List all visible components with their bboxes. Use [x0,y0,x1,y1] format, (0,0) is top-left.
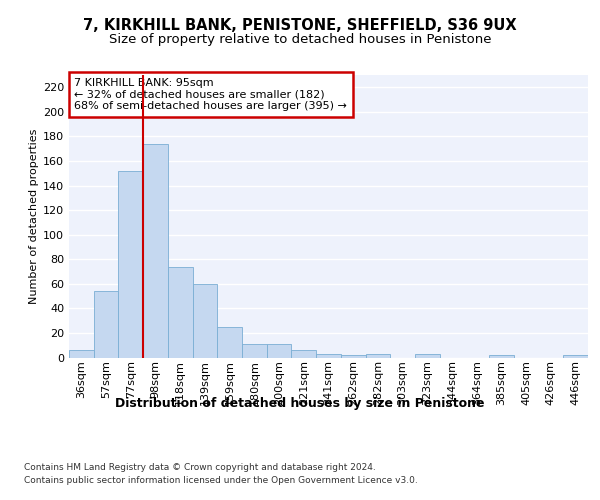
Bar [168,266,193,358]
Bar [143,144,168,358]
Text: Distribution of detached houses by size in Penistone: Distribution of detached houses by size … [115,398,485,410]
Bar [489,355,514,358]
Bar [242,344,267,358]
Bar [94,291,118,358]
Text: Contains HM Land Registry data © Crown copyright and database right 2024.: Contains HM Land Registry data © Crown c… [24,462,376,471]
Bar [316,354,341,358]
Bar [292,350,316,358]
Y-axis label: Number of detached properties: Number of detached properties [29,128,39,304]
Bar [193,284,217,358]
Bar [341,355,365,358]
Text: Size of property relative to detached houses in Penistone: Size of property relative to detached ho… [109,32,491,46]
Text: 7, KIRKHILL BANK, PENISTONE, SHEFFIELD, S36 9UX: 7, KIRKHILL BANK, PENISTONE, SHEFFIELD, … [83,18,517,32]
Text: 7 KIRKHILL BANK: 95sqm
← 32% of detached houses are smaller (182)
68% of semi-de: 7 KIRKHILL BANK: 95sqm ← 32% of detached… [74,78,347,111]
Bar [69,350,94,358]
Text: Contains public sector information licensed under the Open Government Licence v3: Contains public sector information licen… [24,476,418,485]
Bar [563,355,588,358]
Bar [415,354,440,358]
Bar [365,354,390,358]
Bar [267,344,292,358]
Bar [118,171,143,358]
Bar [217,327,242,358]
